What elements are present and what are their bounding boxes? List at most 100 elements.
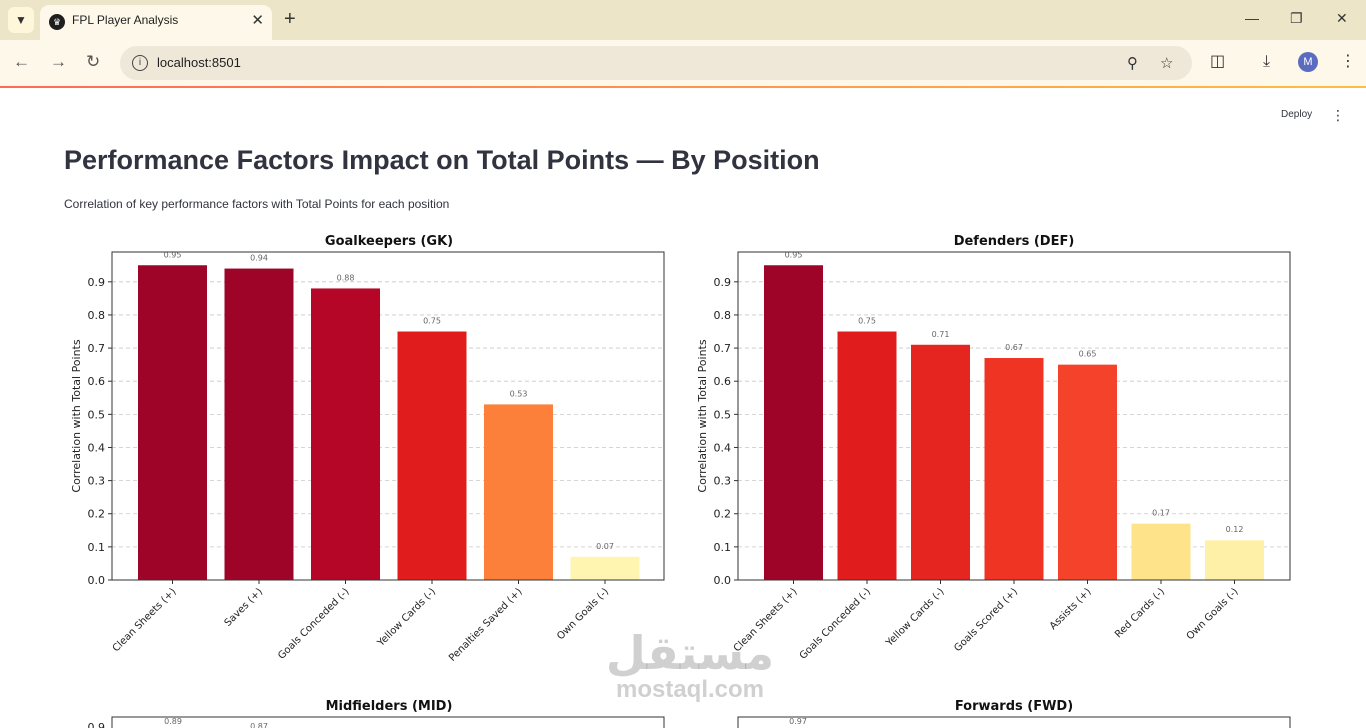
browser-menu-button[interactable]: ⋮ xyxy=(1340,52,1356,72)
minimize-button[interactable]: — xyxy=(1245,10,1259,26)
bar xyxy=(397,331,467,580)
bar xyxy=(1131,523,1191,580)
restore-icon: ❐ xyxy=(1290,10,1303,26)
data-label: 0.71 xyxy=(932,330,950,339)
data-label: 0.65 xyxy=(1079,350,1097,359)
bar xyxy=(911,344,970,580)
app-header-accent-bar xyxy=(0,86,1366,88)
bar xyxy=(570,556,640,580)
downloads-button[interactable]: ⤓ xyxy=(1263,52,1270,72)
address-bar[interactable]: i localhost:8501 ⚲ ☆ xyxy=(120,46,1192,80)
x-tick-label: Yellow Cards (-) xyxy=(884,586,947,649)
reload-icon: ↻ xyxy=(86,52,101,71)
y-tick-label: 0.9 xyxy=(714,276,732,289)
info-icon[interactable]: i xyxy=(132,55,148,71)
y-tick-label: 0.0 xyxy=(88,574,106,587)
zoom-button[interactable]: ⚲ xyxy=(1127,54,1138,72)
page-subtitle: Correlation of key performance factors w… xyxy=(64,197,450,211)
plot-frame xyxy=(737,716,1291,728)
bar xyxy=(984,358,1044,580)
watermark: مستقل mostaql.com xyxy=(600,628,780,702)
y-tick-label: 0.2 xyxy=(88,508,106,521)
close-tab-button[interactable]: ✕ xyxy=(251,11,264,29)
data-label: 0.75 xyxy=(423,317,441,326)
download-icon: ⤓ xyxy=(1263,53,1271,70)
star-icon: ☆ xyxy=(1160,55,1174,72)
chart-title: Defenders (DEF) xyxy=(954,234,1075,249)
data-label: 0.87 xyxy=(250,722,268,728)
chart-title: Goalkeepers (GK) xyxy=(325,234,453,249)
y-tick-label: 0.5 xyxy=(88,408,106,421)
y-tick-label: 0.1 xyxy=(714,541,732,554)
back-button[interactable]: ← xyxy=(13,52,30,72)
y-tick-label: 0.7 xyxy=(714,342,732,355)
y-tick-label: 0.6 xyxy=(714,375,732,388)
data-label: 0.95 xyxy=(785,250,803,259)
y-axis-label: Correlation with Total Points xyxy=(70,339,83,492)
x-tick-label: Penalties Saved (+) xyxy=(447,586,525,664)
close-window-button[interactable]: ✕ xyxy=(1336,10,1348,27)
page-title: Performance Factors Impact on Total Poin… xyxy=(64,145,820,175)
forward-button[interactable]: → xyxy=(50,52,67,72)
y-tick-label: 0.6 xyxy=(88,375,106,388)
x-tick-label: Yellow Cards (-) xyxy=(375,586,438,649)
zoom-icon: ⚲ xyxy=(1127,55,1138,72)
plot-frame xyxy=(111,251,665,581)
arrow-left-icon: ← xyxy=(13,52,30,71)
y-tick-label: 0.4 xyxy=(88,441,106,454)
y-tick-label: 0.5 xyxy=(714,408,732,421)
data-label: 0.88 xyxy=(337,273,355,282)
bookmark-button[interactable]: ☆ xyxy=(1160,54,1173,72)
kebab-menu-icon: ⋮ xyxy=(1331,107,1345,123)
watermark-arabic: مستقل xyxy=(605,627,775,679)
chevron-down-icon: ▼ xyxy=(15,13,27,27)
watermark-latin: mostaql.com xyxy=(615,676,765,703)
data-label: 0.17 xyxy=(1152,509,1170,518)
y-tick-label: 0.1 xyxy=(88,541,106,554)
bar xyxy=(837,331,897,580)
new-tab-button[interactable]: + xyxy=(284,8,296,30)
chart-title: Forwards (FWD) xyxy=(955,699,1073,714)
browser-tab[interactable]: ♛ FPL Player Analysis ✕ xyxy=(40,5,272,40)
y-tick-label: 0.7 xyxy=(88,342,106,355)
y-tick-label: 0.2 xyxy=(714,508,732,521)
bar xyxy=(311,288,380,580)
extensions-button[interactable]: ◫ xyxy=(1210,52,1225,72)
x-tick-label: Assists (+) xyxy=(1048,586,1094,632)
bar xyxy=(138,265,207,580)
close-icon: ✕ xyxy=(1336,10,1348,26)
y-tick-label: 0.4 xyxy=(714,441,732,454)
y-tick-label: 0.8 xyxy=(88,309,106,322)
data-label: 0.95 xyxy=(164,250,182,259)
bar xyxy=(764,265,823,580)
y-tick-label: 0.0 xyxy=(714,574,732,587)
data-label: 0.75 xyxy=(858,317,876,326)
y-tick-label: 0.3 xyxy=(88,475,106,488)
profile-avatar[interactable]: M xyxy=(1298,52,1318,72)
y-axis-label: Correlation with Total Points xyxy=(696,339,709,492)
x-tick-label: Goals Conceded (-) xyxy=(276,586,352,662)
y-tick-label: 0.9 xyxy=(88,721,106,728)
x-tick-label: Goals Scored (+) xyxy=(952,586,1020,654)
data-label: 0.94 xyxy=(250,254,268,263)
reload-button[interactable]: ↻ xyxy=(86,52,100,72)
tab-title: FPL Player Analysis xyxy=(72,13,179,27)
plot-frame xyxy=(737,251,1291,581)
data-label: 0.12 xyxy=(1226,525,1244,534)
app-menu-button[interactable]: ⋮ xyxy=(1331,107,1345,123)
kebab-menu-icon: ⋮ xyxy=(1340,53,1356,70)
restore-button[interactable]: ❐ xyxy=(1290,10,1303,27)
data-label: 0.07 xyxy=(596,542,614,551)
browser-tab-strip: ▼ ♛ FPL Player Analysis ✕ + — ❐ ✕ xyxy=(0,0,1366,40)
x-tick-label: Red Cards (-) xyxy=(1113,586,1167,640)
crown-icon: ♛ xyxy=(49,14,65,30)
url-text[interactable]: localhost:8501 xyxy=(157,55,241,70)
close-icon: ✕ xyxy=(251,12,264,29)
plus-icon: + xyxy=(284,8,296,30)
deploy-button[interactable]: Deploy xyxy=(1281,109,1313,120)
tab-search-button[interactable]: ▼ xyxy=(8,7,34,33)
data-label: 0.67 xyxy=(1005,343,1023,352)
minimize-icon: — xyxy=(1245,10,1259,26)
x-tick-label: Saves (+) xyxy=(223,586,266,629)
